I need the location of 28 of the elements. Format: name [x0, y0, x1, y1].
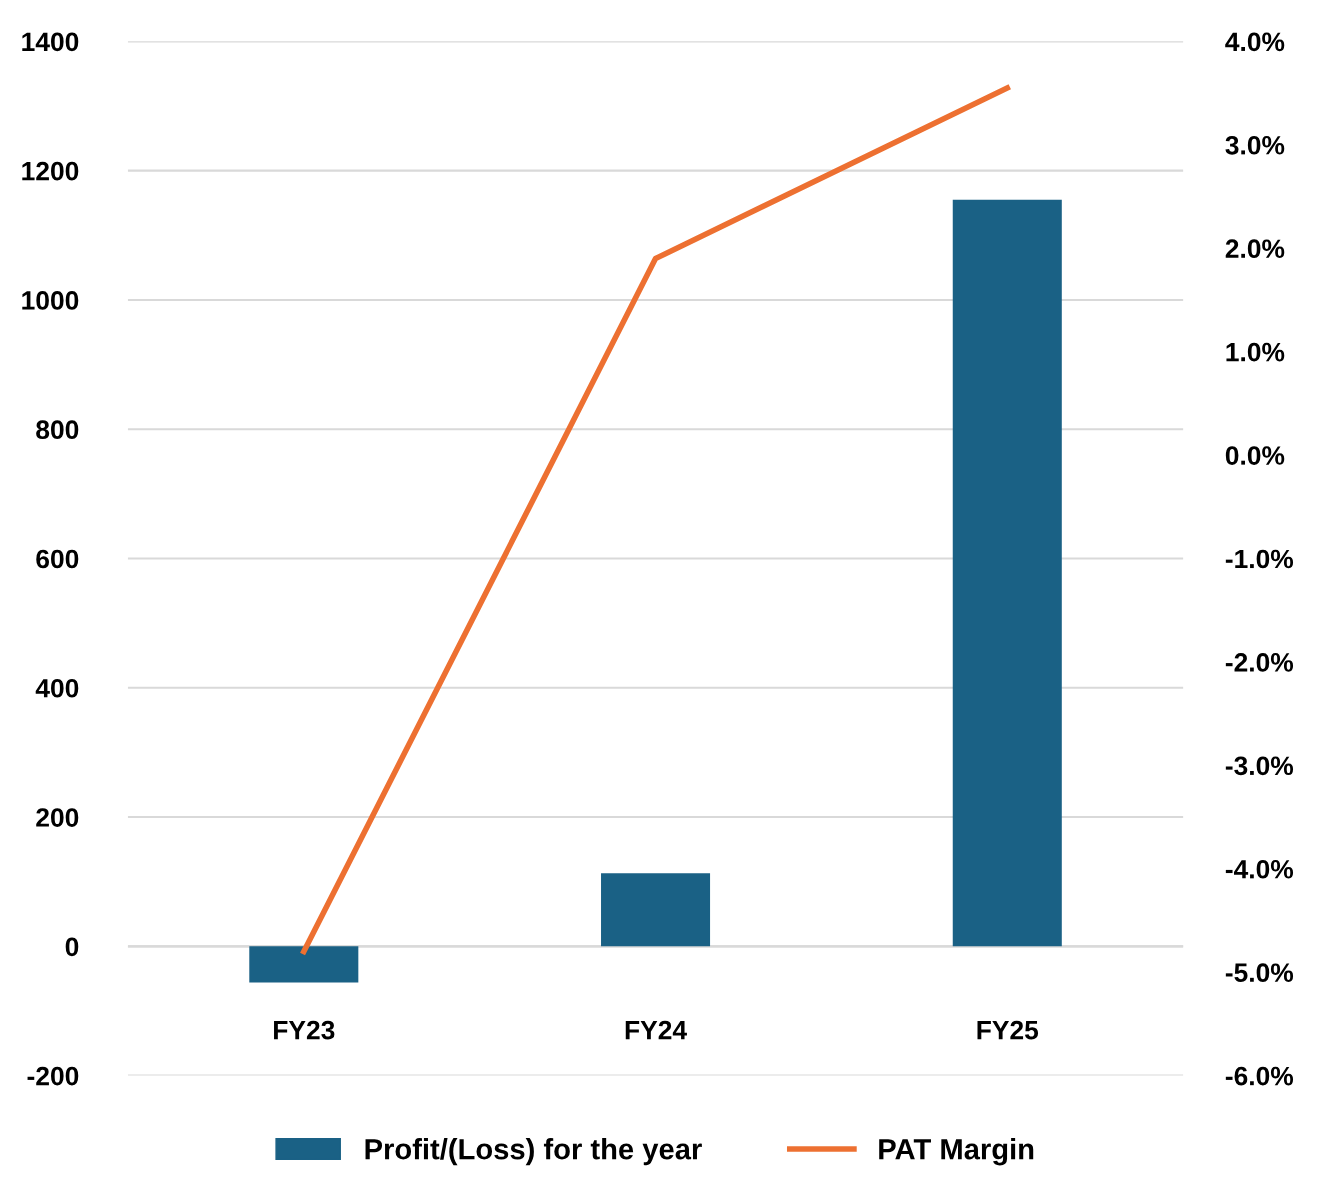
y2-tick-label: 4.0%: [1225, 32, 1285, 52]
y2-tick-label: -2.0%: [1225, 653, 1294, 672]
y2-tick-label: -6.0%: [1225, 1066, 1294, 1086]
y-tick-label: 0: [65, 937, 79, 957]
y-tick-label: 200: [36, 808, 79, 827]
x-tick-label: FY25: [977, 1020, 1039, 1040]
y2-tick-label: -1.0%: [1225, 549, 1294, 569]
y2-tick-label: -3.0%: [1225, 756, 1294, 776]
bar: [601, 873, 711, 947]
y2-tick-label: 3.0%: [1225, 135, 1285, 155]
y2-tick-label: -4.0%: [1225, 859, 1294, 879]
x-tick-label: FY24: [625, 1020, 687, 1040]
bar: [952, 199, 1062, 947]
y-tick-label: -200: [27, 1066, 79, 1086]
bar: [249, 946, 359, 983]
y-tick-label: 1400: [22, 32, 79, 52]
legend-label: Profit/(Loss) for the year: [365, 1138, 702, 1166]
y-tick-label: 400: [35, 678, 79, 698]
legend-label: PAT Margin: [879, 1138, 1034, 1166]
y2-tick-label: 0.0%: [1225, 446, 1285, 465]
y-tick-label: 1200: [22, 161, 79, 181]
y-tick-label: 1000: [22, 291, 79, 310]
y2-tick-label: 1.0%: [1226, 342, 1285, 362]
y-tick-label: 600: [36, 549, 79, 569]
y-tick-label: 800: [36, 420, 79, 440]
y2-tick-label: -5.0%: [1225, 963, 1294, 983]
x-tick-label: FY23: [274, 1020, 335, 1040]
y2-tick-label: 2.0%: [1225, 239, 1285, 259]
